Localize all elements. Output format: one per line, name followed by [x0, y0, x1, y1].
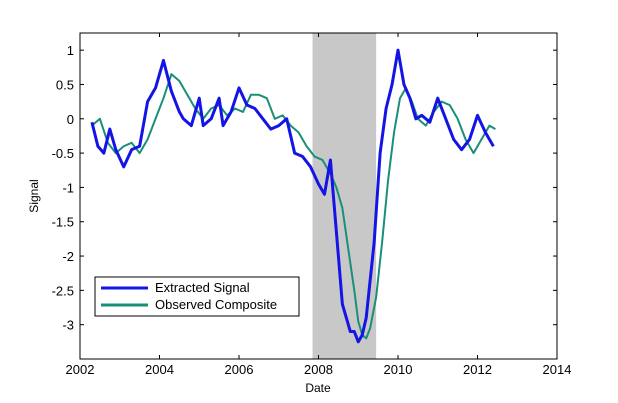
y-axis-title: Signal	[27, 179, 41, 212]
y-tick-label: -2	[62, 249, 74, 264]
y-tick-label: 1	[67, 43, 74, 58]
y-tick-label: -1.5	[52, 215, 74, 230]
x-tick-label: 2004	[145, 362, 174, 377]
legend-box	[94, 276, 300, 317]
y-tick-label: -0.5	[52, 146, 74, 161]
x-tick-label: 2002	[66, 362, 95, 377]
y-tick-label: -2.5	[52, 283, 74, 298]
legend-label-extracted: Extracted Signal	[155, 280, 250, 295]
series-line-extracted-signal	[90, 48, 495, 344]
legend-label-observed: Observed Composite	[155, 297, 277, 312]
x-tick-label: 2012	[463, 362, 492, 377]
x-tick-label: 2008	[304, 362, 333, 377]
series-layer	[90, 48, 496, 344]
series-line-observed-composite	[91, 73, 496, 340]
x-tick-label: 2006	[225, 362, 254, 377]
legend: Extracted Signal Observed Composite	[94, 276, 300, 317]
x-tick-label: 2010	[384, 362, 413, 377]
x-axis-title: Date	[305, 381, 331, 395]
y-tick-label: 0	[67, 112, 74, 127]
ticks-layer: 2002 2004 2006 2008 2010 2012 2014 1 0.5 0 -0.5 -1 -…	[52, 33, 572, 377]
x-tick-label: 2014	[543, 362, 572, 377]
y-tick-label: 0.5	[56, 77, 74, 92]
y-tick-label: -1	[62, 180, 74, 195]
y-tick-label: -3	[62, 318, 74, 333]
recession-shading	[312, 33, 377, 359]
